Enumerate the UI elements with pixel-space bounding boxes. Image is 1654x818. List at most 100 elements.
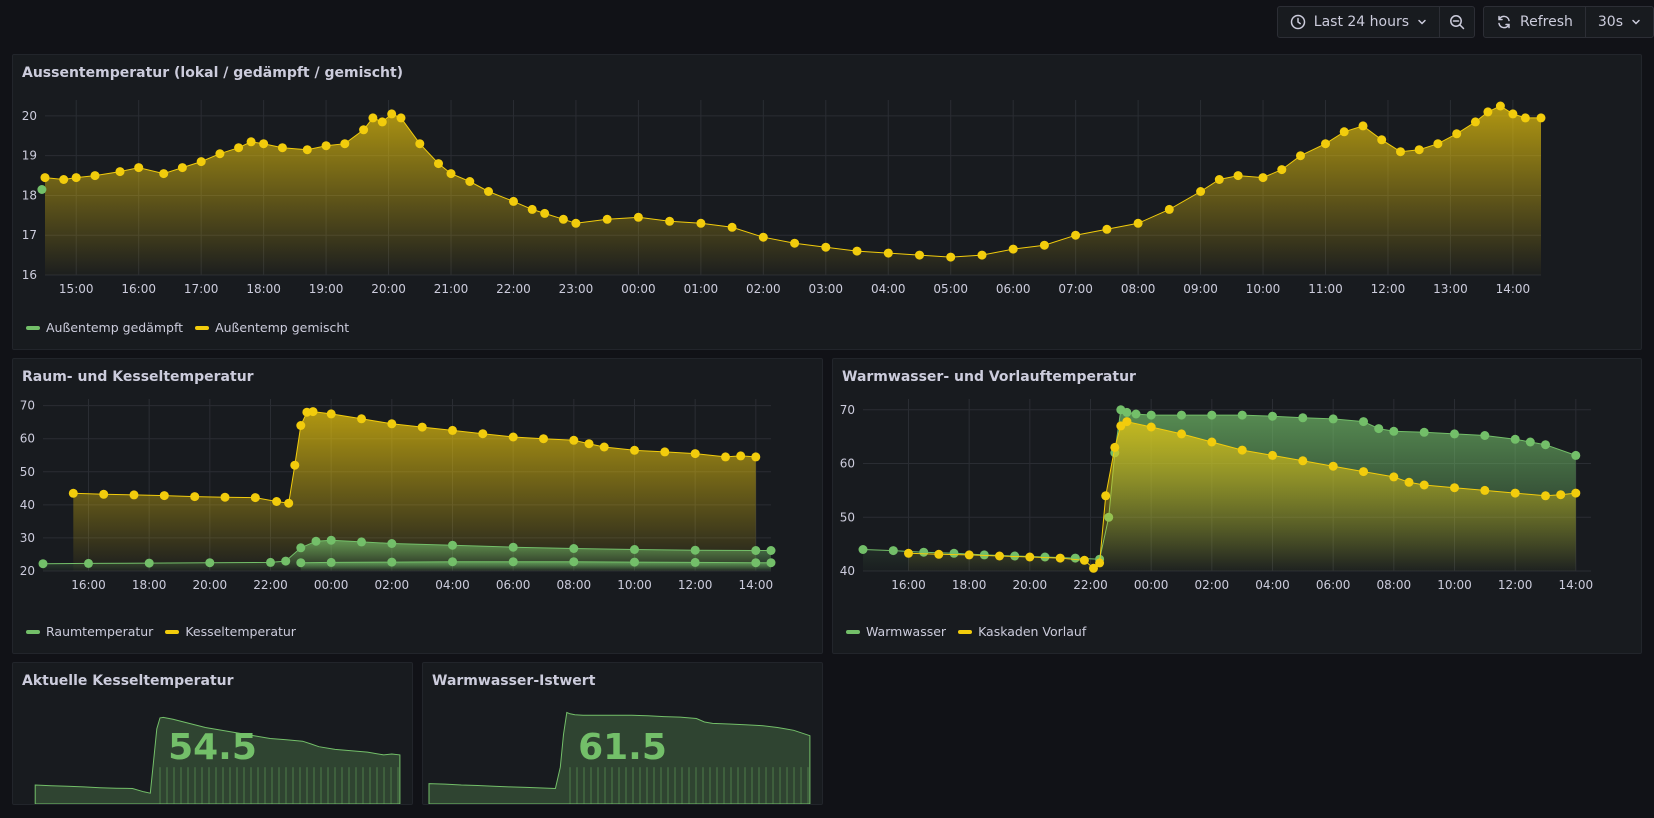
data-point	[852, 246, 862, 256]
data-point	[84, 558, 93, 568]
panel-title[interactable]: Raum- und Kesseltemperatur	[22, 369, 254, 385]
panel-title[interactable]: Warmwasser- und Vorlauftemperatur	[842, 369, 1136, 385]
refresh-button[interactable]: Refresh	[1484, 7, 1585, 37]
legend-item-aussentemp-gedaempft[interactable]: Außentemp gedämpft	[26, 320, 183, 335]
x-tick-label: 20:00	[1013, 578, 1048, 592]
legend-item-warmwasser[interactable]: Warmwasser	[846, 624, 946, 639]
legend-label: Außentemp gemischt	[215, 320, 350, 335]
x-tick-label: 00:00	[621, 282, 656, 296]
data-point	[448, 425, 457, 435]
data-point	[1433, 139, 1443, 149]
data-point	[630, 445, 639, 455]
data-point	[509, 196, 518, 206]
x-tick-label: 14:00	[739, 578, 774, 592]
data-point	[144, 558, 154, 568]
data-point	[1419, 480, 1429, 490]
data-point	[1164, 204, 1174, 214]
x-tick-label: 02:00	[375, 578, 410, 592]
panel-title[interactable]: Warmwasser-Istwert	[432, 673, 596, 689]
data-point	[281, 556, 291, 566]
data-point	[357, 414, 366, 424]
x-tick-label: 12:00	[1371, 282, 1406, 296]
data-point	[1101, 491, 1111, 501]
warmwasser-sparkline	[428, 711, 811, 804]
refresh-interval-picker[interactable]: 30s	[1584, 7, 1653, 37]
data-point	[311, 536, 321, 546]
data-point	[1177, 429, 1186, 439]
data-point	[434, 159, 443, 169]
data-point	[1508, 109, 1518, 119]
data-point	[630, 545, 639, 554]
legend-item-aussentemp-gemischt[interactable]: Außentemp gemischt	[195, 320, 349, 335]
aussentemperatur-chart: 16 17 18 19 20 15:00 16:00 17:00 18:00 19:00 20:00…	[22, 100, 1546, 296]
data-point	[1571, 488, 1581, 498]
data-point	[569, 557, 579, 567]
data-point	[915, 250, 924, 260]
data-point	[599, 442, 609, 452]
data-point	[1277, 165, 1287, 175]
data-point	[602, 214, 612, 224]
data-point	[1419, 427, 1429, 437]
data-point	[37, 185, 47, 194]
aussentemperatur-panel: 16 17 18 19 20 15:00 16:00 17:00 18:00 19:00 20:00…	[12, 54, 1642, 350]
data-point	[1196, 187, 1206, 196]
data-point	[858, 545, 868, 554]
data-point	[59, 175, 69, 184]
series-line	[300, 561, 771, 564]
legend-label: Raumtemperatur	[46, 624, 154, 639]
data-point	[1237, 410, 1247, 420]
zoom-out-icon	[1449, 14, 1465, 30]
data-point	[1268, 411, 1277, 421]
x-tick-label: 14:00	[1559, 578, 1594, 592]
data-point	[1480, 485, 1490, 495]
legend-item-kaskaden-vorlauf[interactable]: Kaskaden Vorlauf	[958, 624, 1086, 639]
data-point	[284, 498, 294, 508]
data-point	[888, 546, 898, 556]
x-tick-label: 12:00	[1498, 578, 1533, 592]
data-point	[1268, 450, 1277, 460]
data-point	[1214, 175, 1224, 184]
x-tick-label: 20:00	[371, 282, 406, 296]
data-point	[250, 493, 260, 503]
data-point	[321, 141, 331, 151]
aktuelle-kesseltemperatur-panel: Aktuelle Kesseltemperatur 54.5	[12, 662, 413, 805]
data-point	[995, 551, 1004, 561]
panel-title[interactable]: Aussentemperatur (lokal / gedämpft / gem…	[22, 65, 404, 81]
time-range-picker[interactable]: Last 24 hours	[1278, 7, 1439, 37]
legend-item-raumtemperatur[interactable]: Raumtemperatur	[26, 624, 153, 639]
data-point	[190, 492, 200, 502]
data-point	[296, 558, 306, 568]
x-tick-label: 00:00	[1134, 578, 1169, 592]
zoom-out-button[interactable]	[1439, 7, 1474, 37]
panel-title[interactable]: Aktuelle Kesseltemperatur	[22, 673, 234, 689]
data-point	[883, 248, 893, 258]
data-point	[417, 422, 427, 432]
data-point	[569, 435, 579, 445]
data-point	[1339, 127, 1349, 137]
data-point	[134, 163, 144, 173]
series-area	[73, 411, 756, 571]
data-point	[296, 543, 306, 553]
x-tick-label: 04:00	[1255, 578, 1290, 592]
legend-label: Kesseltemperatur	[185, 624, 296, 639]
data-point	[326, 535, 336, 545]
data-point	[396, 113, 406, 123]
data-point	[508, 432, 518, 442]
x-tick-label: 23:00	[559, 282, 594, 296]
data-point	[308, 407, 318, 417]
data-point	[1525, 437, 1535, 447]
data-point	[68, 488, 78, 498]
legend-label: Warmwasser	[866, 624, 947, 639]
data-point	[415, 139, 425, 149]
data-point	[1404, 477, 1414, 487]
y-tick-label: 50	[20, 465, 35, 479]
series-line	[42, 539, 771, 565]
data-point	[1055, 553, 1065, 563]
legend-item-kesseltemperatur[interactable]: Kesseltemperatur	[165, 624, 296, 639]
data-point	[40, 173, 50, 183]
y-tick-label: 40	[20, 498, 35, 512]
data-point	[1177, 410, 1186, 420]
y-tick-label: 17	[22, 228, 37, 242]
data-point	[1298, 413, 1308, 423]
data-point	[527, 204, 537, 214]
